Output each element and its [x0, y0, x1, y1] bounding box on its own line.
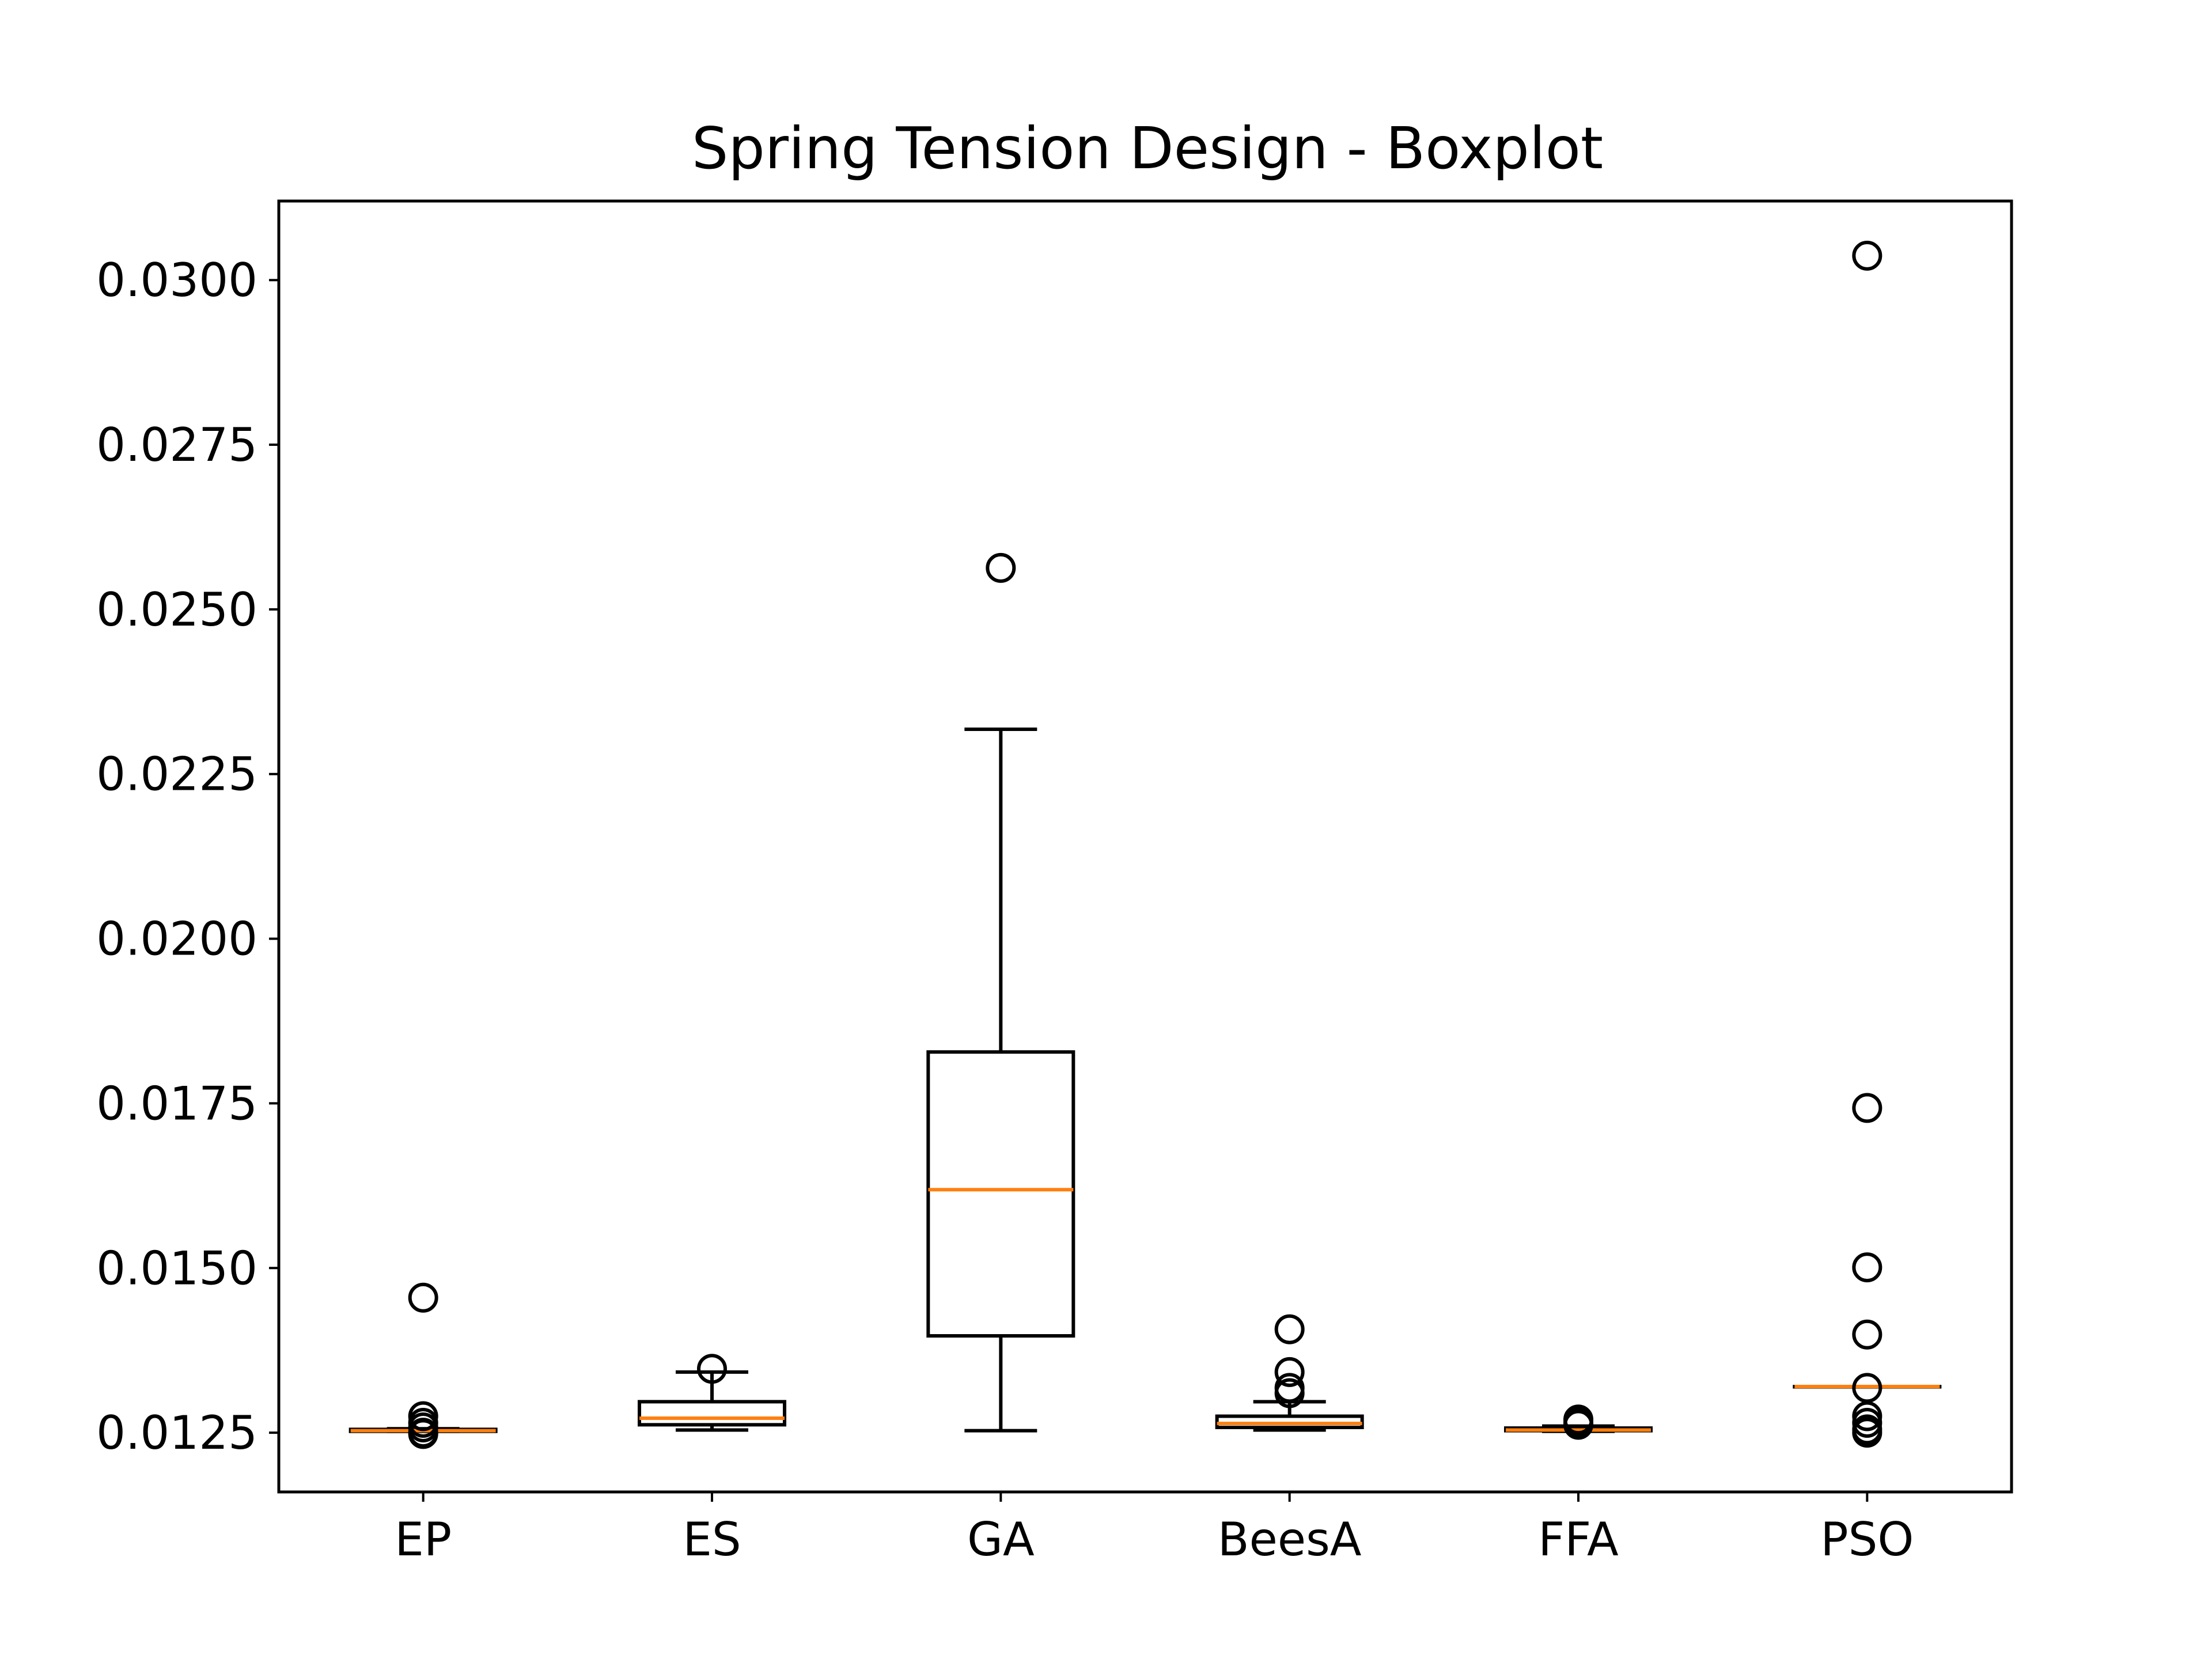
x-tick-label-pso: PSO	[1820, 1513, 1914, 1566]
box-es	[638, 1400, 786, 1427]
box-group-pso	[1793, 240, 1942, 1448]
flier-pso-1	[1852, 1093, 1883, 1123]
x-tick-label-es: ES	[683, 1513, 741, 1566]
x-tick-label-ep: EP	[395, 1513, 452, 1566]
flier-pso-8	[1852, 1418, 1883, 1448]
flier-es-0	[697, 1354, 727, 1384]
flier-beesa-1	[1274, 1357, 1305, 1387]
y-tick-label-0: 0.0125	[96, 1406, 257, 1460]
flier-ffa-2	[1563, 1410, 1593, 1440]
box-group-beesa	[1215, 1314, 1364, 1432]
box-group-ffa	[1504, 1404, 1653, 1440]
box-ga	[926, 1050, 1075, 1338]
y-tick-label-2: 0.0175	[96, 1077, 257, 1130]
plot-area	[349, 240, 1942, 1449]
flier-pso-4	[1852, 1373, 1883, 1403]
y-tick-label-1: 0.0150	[96, 1241, 257, 1295]
flier-pso-3	[1852, 1319, 1883, 1350]
flier-ep-0	[408, 1282, 438, 1313]
flier-pso-2	[1852, 1252, 1883, 1283]
x-tick-label-beesa: BeesA	[1218, 1513, 1362, 1566]
x-tick-label-ffa: FFA	[1538, 1513, 1619, 1566]
flier-ga-0	[986, 552, 1016, 583]
flier-pso-0	[1852, 240, 1883, 271]
x-tick-label-ga: GA	[967, 1513, 1035, 1566]
box-group-ep	[349, 1282, 498, 1449]
y-tick-label-6: 0.0275	[96, 418, 257, 472]
y-tick-label-3: 0.0200	[96, 912, 257, 966]
chart-title: Spring Tension Design - Boxplot	[692, 115, 1603, 182]
flier-beesa-0	[1274, 1314, 1305, 1344]
flier-beesa-3	[1274, 1378, 1305, 1408]
y-tick-label-4: 0.0225	[96, 748, 257, 801]
box-group-ga	[926, 552, 1075, 1433]
box-group-es	[638, 1354, 786, 1432]
axes-frame	[277, 199, 2013, 1494]
flier-ep-5	[408, 1419, 438, 1449]
y-tick-label-5: 0.0250	[96, 583, 257, 637]
axes: EP ES GA BeesA FFA PSO 0.0125 0.0150 0.0175 0.020…	[96, 199, 2013, 1566]
y-tick-label-7: 0.0300	[96, 253, 257, 307]
